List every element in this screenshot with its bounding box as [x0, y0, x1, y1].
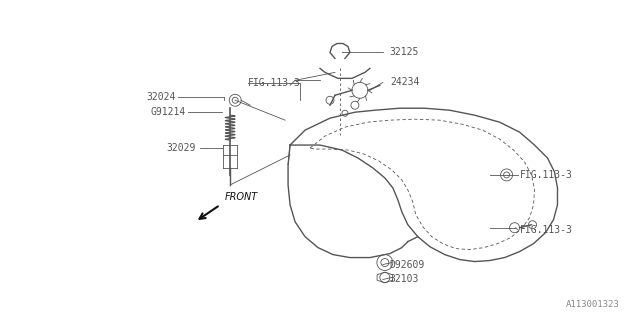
- Text: FIG.113-3: FIG.113-3: [248, 78, 301, 88]
- Text: FIG.113-3: FIG.113-3: [520, 170, 572, 180]
- Text: FIG.113-3: FIG.113-3: [520, 225, 572, 235]
- Text: 32103: 32103: [390, 275, 419, 284]
- Text: G91214: G91214: [150, 107, 186, 117]
- Text: 32125: 32125: [390, 47, 419, 58]
- Text: FRONT: FRONT: [225, 192, 259, 202]
- Text: D92609: D92609: [390, 260, 425, 269]
- Text: 32029: 32029: [166, 143, 195, 153]
- Text: 32024: 32024: [146, 92, 175, 102]
- Text: A113001323: A113001323: [566, 300, 620, 309]
- Text: 24234: 24234: [390, 77, 419, 87]
